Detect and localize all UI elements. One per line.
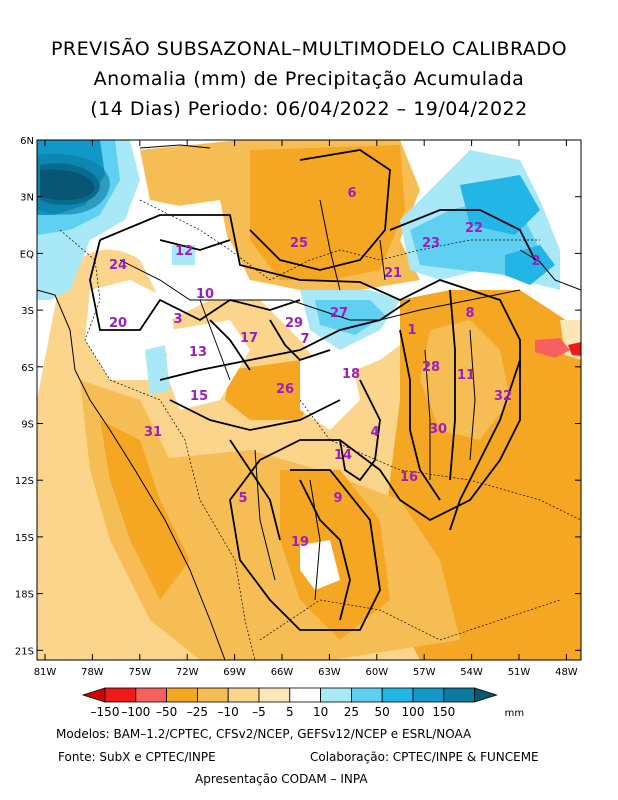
basin-label-11: 11: [457, 368, 475, 383]
colorbar-swatch: [350, 687, 383, 703]
y-axis: 6N 3N EQ 3S 6S 9S 12S 15S 18S 21S: [15, 136, 581, 657]
footer-source: Fonte: SubX e CPTEC/INPE: [58, 750, 216, 764]
x-tick-label: 57W: [413, 667, 436, 678]
anomaly-field: [37, 140, 581, 660]
colorbar-label: –25: [187, 705, 208, 719]
basin-label-7: 7: [300, 332, 309, 347]
coastline: [37, 144, 581, 660]
colorbar-label: 10: [313, 705, 328, 719]
basin-label-13: 13: [189, 345, 207, 360]
x-tick-label: 69W: [223, 667, 246, 678]
colorbar-swatch: [196, 687, 229, 703]
basin-label-27: 27: [330, 306, 348, 321]
rivers: [119, 199, 521, 601]
basin-label-2: 2: [531, 254, 540, 269]
basin-label-20: 20: [109, 316, 127, 331]
y-tick-label: 6S: [21, 363, 34, 374]
y-tick-label: 3S: [21, 306, 34, 317]
colorbar-label: 100: [402, 705, 425, 719]
colorbar-label: 5: [286, 705, 294, 719]
basin-label-28: 28: [422, 360, 440, 375]
basin-label-23: 23: [422, 236, 440, 251]
basin-label-9: 9: [333, 491, 342, 506]
colorbar-swatch: [166, 687, 198, 703]
colorbar-swatch: [135, 687, 168, 703]
x-tick-label: 66W: [271, 667, 294, 678]
x-tick-label: 63W: [318, 667, 341, 678]
footer-presentation: Apresentação CODAM – INPA: [195, 772, 368, 786]
colorbar-label: –50: [156, 705, 177, 719]
colorbar-swatch: [289, 687, 321, 703]
x-tick-label: 81W: [34, 667, 57, 678]
x-tick-label: 60W: [365, 667, 388, 678]
basin-label-16: 16: [400, 470, 418, 485]
y-tick-label: 6N: [20, 136, 34, 147]
x-tick-label: 75W: [128, 667, 151, 678]
x-axis: 81W 78W 75W 72W 69W 66W 63W 60W 57W 54W 51W 48W: [34, 140, 578, 678]
colorbar-swatch: [320, 687, 352, 703]
colorbar-right-arrow: [474, 687, 498, 703]
x-tick-label: 72W: [176, 667, 199, 678]
x-tick-label: 51W: [508, 667, 531, 678]
colorbar: –150 –100 –50 –25 –10 –5 5 10 25 50 100 150 mm: [81, 687, 524, 719]
basin-label-15: 15: [190, 389, 208, 404]
title-line-2: Anomalia (mm) de Precipitação Acumulada: [93, 68, 525, 90]
basin-label-4: 4: [370, 425, 379, 440]
basin-label-26: 26: [276, 382, 294, 397]
y-tick-label: EQ: [20, 249, 34, 260]
basin-label-22: 22: [465, 221, 483, 236]
basin-label-29: 29: [285, 316, 303, 331]
colorbar-label: 150: [432, 705, 455, 719]
basin-labels: 1234567891011121314151617181920212223242…: [109, 186, 541, 550]
y-tick-label: 21S: [15, 646, 34, 657]
colorbar-label: –100: [121, 705, 150, 719]
colorbar-left-arrow: [81, 687, 106, 703]
colorbar-label: –5: [252, 705, 266, 719]
y-tick-label: 18S: [15, 590, 34, 601]
borders: [59, 199, 581, 660]
colorbar-swatch: [104, 687, 137, 703]
basin-label-6: 6: [347, 186, 356, 201]
footer-collaboration: Colaboração: CPTEC/INPE & FUNCEME: [310, 750, 539, 764]
colorbar-label: –10: [218, 705, 239, 719]
basin-label-17: 17: [240, 331, 258, 346]
y-tick-label: 12S: [15, 476, 34, 487]
basin-label-19: 19: [291, 535, 309, 550]
colorbar-swatch: [258, 687, 291, 703]
basin-label-10: 10: [196, 287, 214, 302]
footer-models: Modelos: BAM–1.2/CPTEC, CFSv2/NCEP, GEFS…: [56, 727, 472, 741]
basin-label-12: 12: [175, 244, 193, 259]
title-line-1: PREVISÃO SUBSAZONAL–MULTIMODELO CALIBRAD…: [50, 38, 568, 60]
basin-label-18: 18: [342, 367, 360, 382]
basin-label-24: 24: [109, 258, 127, 273]
basin-label-25: 25: [290, 236, 308, 251]
colorbar-swatch: [227, 687, 260, 703]
colorbar-label: –150: [91, 705, 120, 719]
basin-outlines: [89, 149, 536, 631]
y-tick-label: 3N: [20, 193, 34, 204]
basin-label-32: 32: [494, 389, 512, 404]
colorbar-swatch: [381, 687, 414, 703]
colorbar-label: 50: [375, 705, 390, 719]
colorbar-swatch: [443, 687, 475, 703]
y-tick-label: 15S: [15, 533, 34, 544]
x-tick-label: 78W: [81, 667, 104, 678]
colorbar-label: 25: [344, 705, 359, 719]
colorbar-swatch: [412, 687, 445, 703]
basin-label-30: 30: [429, 422, 447, 437]
basin-label-31: 31: [144, 425, 162, 440]
colorbar-unit: mm: [505, 708, 524, 719]
y-tick-label: 9S: [21, 420, 34, 431]
x-tick-label: 48W: [555, 667, 578, 678]
title-line-3: (14 Dias) Periodo: 06/04/2022 – 19/04/20…: [90, 98, 528, 120]
basin-label-21: 21: [384, 266, 402, 281]
basin-label-1: 1: [407, 323, 416, 338]
basin-label-3: 3: [173, 312, 182, 327]
basin-label-5: 5: [238, 491, 247, 506]
x-tick-label: 54W: [460, 667, 483, 678]
basin-label-14: 14: [334, 448, 352, 463]
map-frame: [36, 139, 582, 661]
basin-label-8: 8: [465, 306, 474, 321]
